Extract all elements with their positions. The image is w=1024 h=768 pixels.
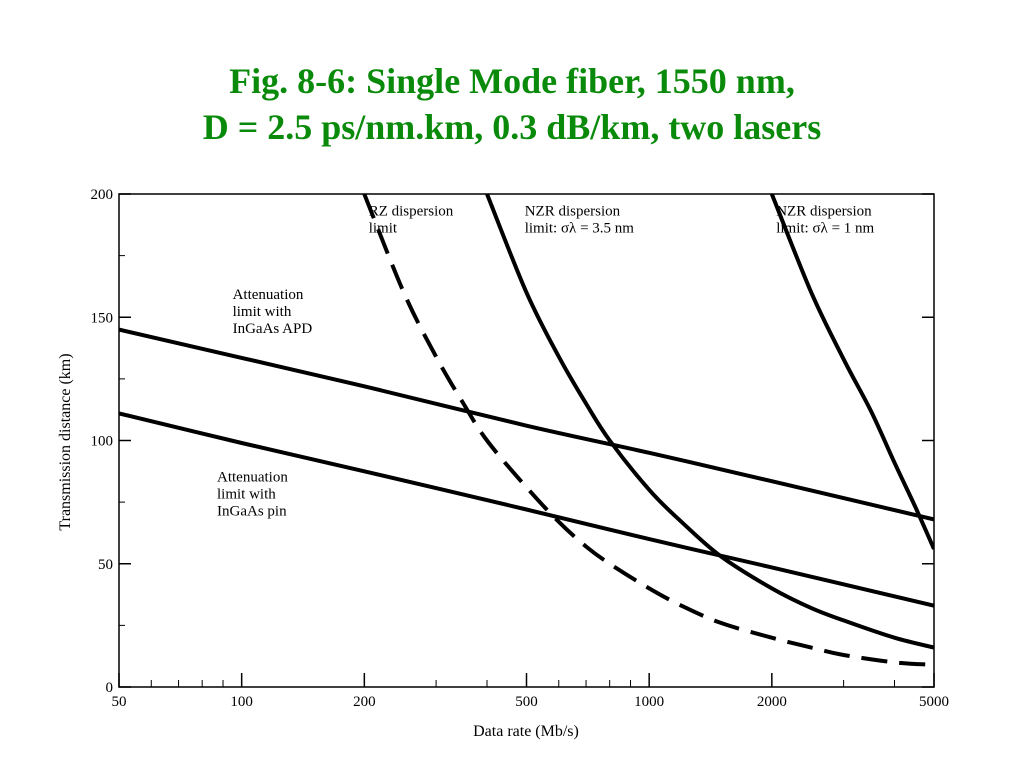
y-tick-label: 0 <box>106 680 114 696</box>
y-tick-label: 100 <box>91 434 114 450</box>
plot-border <box>118 193 935 688</box>
annotation-line: limit with <box>233 304 292 320</box>
x-tick-label: 200 <box>353 694 376 710</box>
annotation-line: limit: σλ = 3.5 nm <box>525 220 635 236</box>
series-line-1 <box>119 327 934 522</box>
annotation-line: NZR dispersion <box>776 203 872 219</box>
annotation-line: NZR dispersion <box>525 203 621 219</box>
x-tick-label: 1000 <box>634 694 664 710</box>
x-tick-label: 5000 <box>919 694 949 710</box>
annotation-pin: Attenuation limit with InGaAs pin <box>217 470 288 520</box>
x-tick-label: 2000 <box>757 694 787 710</box>
x-tick-label: 100 <box>230 694 253 710</box>
annotation-line: Attenuation <box>217 470 288 486</box>
annotation-line: InGaAs pin <box>217 504 287 520</box>
plot-frame <box>118 193 935 688</box>
y-tick-label: 150 <box>91 310 114 326</box>
y-axis-label: Transmission distance (km) <box>57 353 74 530</box>
series-line-4 <box>485 194 934 650</box>
annotation-line: InGaAs APD <box>233 321 313 337</box>
annotation-line: limit <box>369 220 398 236</box>
y-tick-label: 50 <box>98 557 113 573</box>
slide-title-line-2: D = 2.5 ps/nm.km, 0.3 dB/km, two lasers <box>202 107 822 147</box>
annotation-line: RZ dispersion <box>369 203 454 219</box>
series-line-2 <box>119 411 934 608</box>
slide-title: Fig. 8-6: Single Mode fiber, 1550 nm, D … <box>0 58 1024 150</box>
slide-title-line-1: Fig. 8-6: Single Mode fiber, 1550 nm, <box>229 61 795 101</box>
x-axis-label: Data rate (Mb/s) <box>473 723 579 740</box>
series-line-3 <box>362 194 934 667</box>
annotation-line: limit with <box>217 487 276 503</box>
annotation-rz: RZ dispersion limit <box>369 203 454 236</box>
x-tick-label: 50 <box>112 694 127 710</box>
annotation-nzr35: NZR dispersion limit: σλ = 3.5 nm <box>525 203 635 236</box>
annotation-nzr1: NZR dispersion limit: σλ = 1 nm <box>776 203 874 236</box>
series-lines <box>119 194 934 667</box>
annotation-apd: Attenuation limit with InGaAs APD <box>233 287 313 337</box>
series-line-5 <box>769 194 934 550</box>
annotation-line: limit: σλ = 1 nm <box>776 220 874 236</box>
x-tick-label: 500 <box>515 694 538 710</box>
y-tick-label: 200 <box>91 187 114 203</box>
annotation-line: Attenuation <box>233 287 304 303</box>
